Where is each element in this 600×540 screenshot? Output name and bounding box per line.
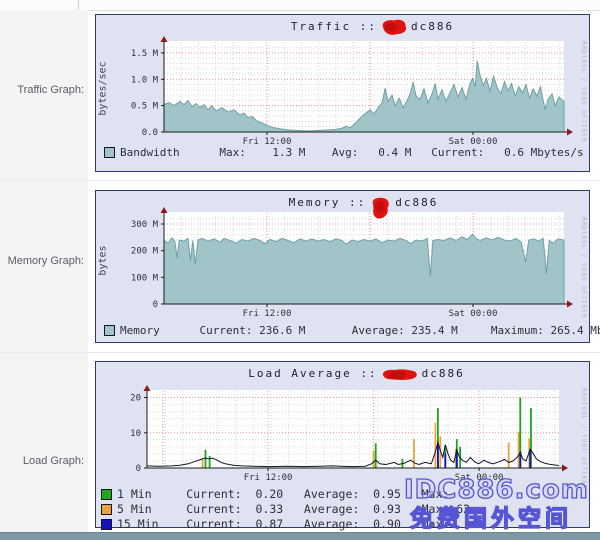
- memory-area-series: [163, 233, 565, 305]
- memory-chart: 0 100 M 200 M 300 M Fri 12:00 Sat 00:00: [131, 207, 573, 319]
- y-tick-label: 1.5 M: [131, 49, 159, 59]
- load-legend-5min-text: 5 Min Current: 0.33 Average: 0.93 Max: 6…: [117, 502, 478, 516]
- redaction-scribble-icon: [382, 369, 417, 380]
- memory-legend-swatch: [104, 325, 115, 336]
- memory-graph-panel: 0 100 M 200 M 300 M Fri 12:00 Sat 00:00 Memor…: [95, 190, 600, 343]
- load-graph-title: Load Average :: dc886: [96, 367, 589, 383]
- load-legend-15min-text: 15 Min Current: 0.87 Average: 0.90 Max:: [117, 517, 457, 531]
- load-graph-label: Load Graph:: [22, 455, 84, 467]
- header-divider: [0, 10, 600, 11]
- top-strip: [0, 0, 600, 10]
- plot-background: [147, 390, 559, 468]
- memory-legend-text: Memory Current: 236.6 M Average: 235.4 M…: [120, 324, 600, 337]
- traffic-area-series: [163, 60, 565, 133]
- 15min-legend-swatch: [101, 518, 112, 530]
- y-tick-label: 200 M: [131, 247, 159, 257]
- y-tick-label: 300 M: [131, 220, 159, 230]
- x-tick-label: Fri 12:00: [243, 309, 292, 319]
- y-axis-arrow: [160, 36, 168, 42]
- traffic-chart: 0.0 0.5 M 1.0 M 1.5 M Fri 12:00 Sat 00:00: [131, 36, 573, 147]
- traffic-title-text: Traffic ::: [290, 20, 378, 33]
- y-tick-label: 20: [130, 394, 141, 404]
- memory-y-axis-title: bytes: [97, 245, 109, 276]
- load-legend-15min: 15 Min Current: 0.87 Average: 0.90 Max:: [101, 517, 456, 531]
- y-tick-label: 100 M: [131, 273, 159, 283]
- x-tick-label: Fri 12:00: [244, 473, 293, 483]
- memory-graph-label: Memory Graph:: [7, 255, 84, 267]
- x-axis-arrow: [567, 128, 573, 136]
- redaction-scribble-icon: [382, 19, 407, 35]
- load-title-text: Load Average ::: [248, 367, 378, 380]
- memory-graph-title: Memory :: dc886: [96, 196, 589, 219]
- rrdtool-credit: RRDTOOL / TOBI OETIKER: [580, 41, 587, 143]
- y-axis-arrow: [143, 385, 151, 391]
- memory-title-host: dc886: [395, 196, 439, 209]
- row-separator: [0, 180, 600, 181]
- top-strip-divider: [78, 0, 79, 10]
- bottom-bar: [0, 532, 600, 540]
- traffic-graph-panel: 0.0 0.5 M 1.0 M 1.5 M Fri 12:00 Sat 00:00 Tra…: [95, 14, 590, 172]
- row-separator: [0, 352, 600, 353]
- y-axis-arrow: [160, 207, 168, 213]
- x-axis-arrow: [562, 464, 568, 472]
- x-tick-label: Sat 00:00: [449, 137, 498, 147]
- bandwidth-legend-swatch: [104, 147, 115, 158]
- rrdtool-credit: RRDTOOL / TOBI OETIKER: [580, 217, 587, 319]
- redaction-scribble-icon: [372, 197, 390, 219]
- traffic-y-axis-title: bytes/sec: [97, 61, 109, 116]
- y-tick-label: 0.5 M: [131, 102, 159, 112]
- rrdtool-credit: RRDTOOL / TOBI OETIKER: [580, 388, 587, 490]
- load-line-series: [146, 440, 560, 468]
- chinese-watermark: 免费国外空间: [409, 505, 572, 532]
- idc886-watermark: IDC886.com: [403, 474, 589, 505]
- x-tick-label: Fri 12:00: [243, 137, 292, 147]
- 1min-legend-swatch: [101, 488, 112, 500]
- load-title-host: dc886: [421, 367, 465, 380]
- traffic-legend: Bandwidth Max: 1.3 M Avg: 0.4 M Current:…: [104, 146, 584, 159]
- load-legend-5min: 5 Min Current: 0.33 Average: 0.93 Max: 6…: [101, 502, 477, 516]
- y-tick-label: 0: [136, 464, 141, 474]
- label-column: [0, 10, 88, 532]
- 5min-legend-swatch: [101, 503, 112, 515]
- x-tick-label: Sat 00:00: [449, 309, 498, 319]
- load-legend-1min: 1 Min Current: 0.20 Average: 0.95 Max:: [101, 487, 456, 501]
- load-chart: 0 10 20 Fri 12:00 Sat 00:00: [130, 385, 568, 483]
- y-tick-label: 10: [130, 429, 141, 439]
- x-axis-arrow: [567, 300, 573, 308]
- x-tick-label: Sat 00:00: [455, 473, 504, 483]
- traffic-graph-label: Traffic Graph:: [17, 84, 84, 96]
- memory-title-text: Memory ::: [288, 196, 367, 209]
- traffic-legend-text: Bandwidth Max: 1.3 M Avg: 0.4 M Current:…: [120, 146, 584, 159]
- traffic-graph-title: Traffic :: dc886: [96, 19, 589, 36]
- load-legend-1min-text: 1 Min Current: 0.20 Average: 0.95 Max:: [117, 487, 457, 501]
- traffic-title-host: dc886: [411, 20, 455, 33]
- memory-legend: Memory Current: 236.6 M Average: 235.4 M…: [104, 324, 600, 337]
- y-tick-label: 1.0 M: [131, 75, 159, 85]
- y-tick-label: 0: [153, 300, 158, 310]
- y-tick-label: 0.0: [142, 128, 158, 138]
